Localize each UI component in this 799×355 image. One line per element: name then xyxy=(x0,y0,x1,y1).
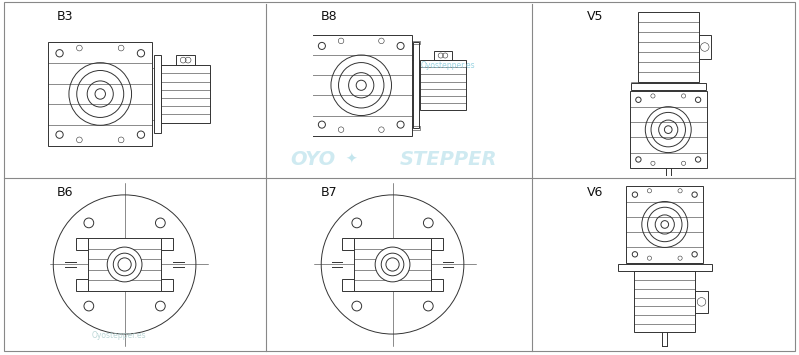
Circle shape xyxy=(647,189,651,193)
Circle shape xyxy=(338,127,344,132)
Circle shape xyxy=(156,301,165,311)
Bar xyxy=(76,239,88,250)
Text: Oyostepper.es: Oyostepper.es xyxy=(420,61,475,70)
Bar xyxy=(342,239,354,250)
Bar xyxy=(411,126,419,130)
Circle shape xyxy=(118,137,124,143)
Circle shape xyxy=(386,258,400,271)
Bar xyxy=(88,239,161,290)
Circle shape xyxy=(156,218,165,228)
Bar xyxy=(342,279,354,290)
Text: B6: B6 xyxy=(57,186,74,199)
Circle shape xyxy=(318,121,325,128)
Circle shape xyxy=(318,42,325,49)
Bar xyxy=(420,60,466,110)
Circle shape xyxy=(379,127,384,132)
Bar xyxy=(630,91,706,168)
Bar xyxy=(154,55,161,133)
Circle shape xyxy=(338,38,344,44)
Circle shape xyxy=(682,94,686,98)
Bar xyxy=(638,12,698,82)
Text: V5: V5 xyxy=(586,10,603,23)
Circle shape xyxy=(682,161,686,165)
Circle shape xyxy=(397,121,404,128)
Bar xyxy=(431,279,443,290)
Circle shape xyxy=(352,218,362,228)
Bar xyxy=(411,41,419,44)
Text: B3: B3 xyxy=(57,10,74,23)
Circle shape xyxy=(379,38,384,44)
Circle shape xyxy=(678,189,682,193)
Bar xyxy=(48,42,153,146)
Bar xyxy=(434,51,452,60)
Circle shape xyxy=(692,192,698,197)
Bar xyxy=(176,55,196,65)
Bar xyxy=(161,65,210,123)
Text: V6: V6 xyxy=(586,186,603,199)
Bar xyxy=(161,239,173,250)
Circle shape xyxy=(695,157,701,162)
Bar xyxy=(431,239,443,250)
Circle shape xyxy=(118,45,124,51)
Bar xyxy=(76,279,88,290)
Circle shape xyxy=(632,192,638,197)
Bar xyxy=(311,35,411,136)
Circle shape xyxy=(397,42,404,49)
Bar xyxy=(161,279,173,290)
Text: OYO: OYO xyxy=(290,150,336,169)
Bar xyxy=(634,272,695,332)
Text: STEPPER: STEPPER xyxy=(400,150,497,169)
Circle shape xyxy=(107,247,142,282)
Bar xyxy=(618,264,712,271)
Circle shape xyxy=(381,253,403,276)
Text: Oyostepper.es: Oyostepper.es xyxy=(92,331,146,339)
Text: B7: B7 xyxy=(321,186,338,199)
Bar xyxy=(698,35,711,59)
Circle shape xyxy=(695,97,701,103)
Circle shape xyxy=(651,161,655,165)
Circle shape xyxy=(77,137,82,143)
Bar xyxy=(354,239,431,290)
Text: B8: B8 xyxy=(321,10,338,23)
Bar xyxy=(631,83,706,89)
Circle shape xyxy=(352,301,362,311)
Circle shape xyxy=(376,247,410,282)
Circle shape xyxy=(137,50,145,57)
Circle shape xyxy=(423,218,433,228)
Circle shape xyxy=(636,97,641,103)
Circle shape xyxy=(113,253,136,276)
Circle shape xyxy=(137,131,145,138)
Circle shape xyxy=(636,157,641,162)
Circle shape xyxy=(84,301,93,311)
Text: ✦: ✦ xyxy=(346,153,357,167)
Circle shape xyxy=(118,258,131,271)
Circle shape xyxy=(632,252,638,257)
Circle shape xyxy=(56,50,63,57)
Bar xyxy=(626,186,703,263)
Circle shape xyxy=(647,256,651,260)
Circle shape xyxy=(692,252,698,257)
Circle shape xyxy=(84,218,93,228)
Bar xyxy=(695,291,708,312)
Circle shape xyxy=(678,256,682,260)
Circle shape xyxy=(56,131,63,138)
Circle shape xyxy=(423,301,433,311)
Circle shape xyxy=(651,94,655,98)
Circle shape xyxy=(77,45,82,51)
Bar xyxy=(412,42,419,128)
